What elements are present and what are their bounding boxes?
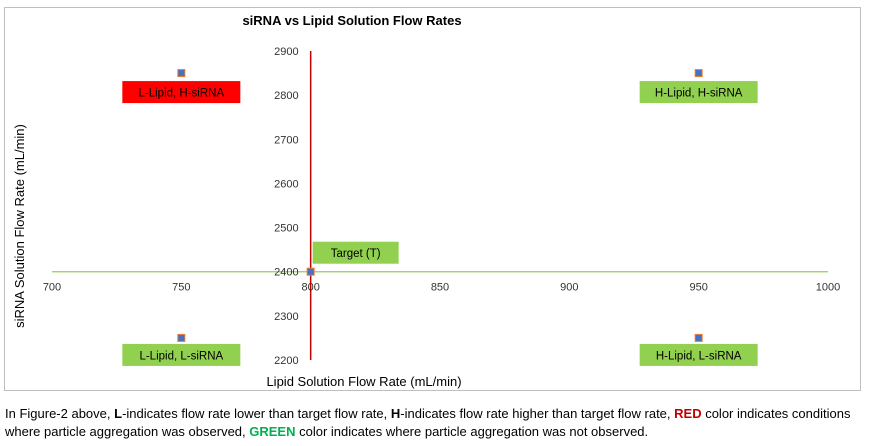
y-tick-labels: 2200 2300 2400 2500 2600 2700 2800 2900 [274, 46, 298, 367]
data-labels: L-Lipid, H-siRNA H-Lipid, H-siRNA Target (… [122, 81, 758, 366]
data-point-marker [177, 69, 186, 78]
caption-bold-l: L [114, 406, 123, 421]
data-label-text: L-Lipid, H-siRNA [139, 88, 225, 100]
x-tick-label: 850 [431, 282, 449, 294]
x-tick-label: 750 [172, 282, 190, 294]
y-tick-label: 2400 [274, 267, 298, 279]
x-tick-label: 950 [689, 282, 707, 294]
y-axis-title: siRNA Solution Flow Rate (mL/min) [12, 124, 27, 328]
chart-title: siRNA vs Lipid Solution Flow Rates [242, 13, 461, 28]
data-label-box [312, 241, 399, 264]
y-tick-label: 2700 [274, 134, 298, 146]
data-label-text: Target (T) [331, 248, 381, 260]
caption-text-4: color indicates conditions where particl… [5, 406, 851, 439]
y-tick-label: 2800 [274, 90, 298, 102]
caption-text-2: -indicates flow rate lower than target f… [122, 406, 391, 421]
data-point-marker [694, 69, 703, 78]
caption-text-3: -indicates flow rate higher than target … [400, 406, 675, 421]
caption-text-1: In Figure-2 above, [5, 406, 115, 421]
x-tick-labels: 700 750 800 850 900 950 1000 [43, 282, 840, 294]
x-tick-label: 700 [43, 282, 61, 294]
data-label-box [639, 81, 758, 104]
data-point-marker [694, 333, 703, 342]
x-tick-label: 800 [301, 282, 319, 294]
figure-caption: In Figure-2 above, L-indicates flow rate… [5, 405, 871, 441]
data-points [177, 69, 703, 342]
data-label-box [122, 81, 241, 104]
data-label-text: L-Lipid, L-siRNA [139, 350, 223, 362]
y-tick-label: 2900 [274, 46, 298, 58]
data-label-text: H-Lipid, H-siRNA [655, 88, 743, 100]
x-tick-label: 900 [560, 282, 578, 294]
y-tick-label: 2500 [274, 223, 298, 235]
caption-bold-red: RED [674, 406, 702, 421]
data-point-marker [177, 333, 186, 342]
caption-bold-h: H [390, 406, 401, 421]
data-label-box [639, 343, 758, 366]
y-tick-label: 2600 [274, 178, 298, 190]
y-tick-label: 2200 [274, 355, 298, 367]
caption-bold-green: GREEN [249, 424, 296, 439]
x-axis-title: Lipid Solution Flow Rate (mL/min) [266, 374, 461, 389]
data-label-box [122, 343, 241, 366]
data-label-text: H-Lipid, L-siRNA [656, 350, 742, 362]
x-tick-label: 1000 [816, 282, 840, 294]
y-tick-label: 2300 [274, 311, 298, 323]
caption-text-5: color indicates where particle aggregati… [295, 424, 649, 439]
data-point-marker [306, 267, 315, 276]
chart-frame [4, 7, 861, 391]
